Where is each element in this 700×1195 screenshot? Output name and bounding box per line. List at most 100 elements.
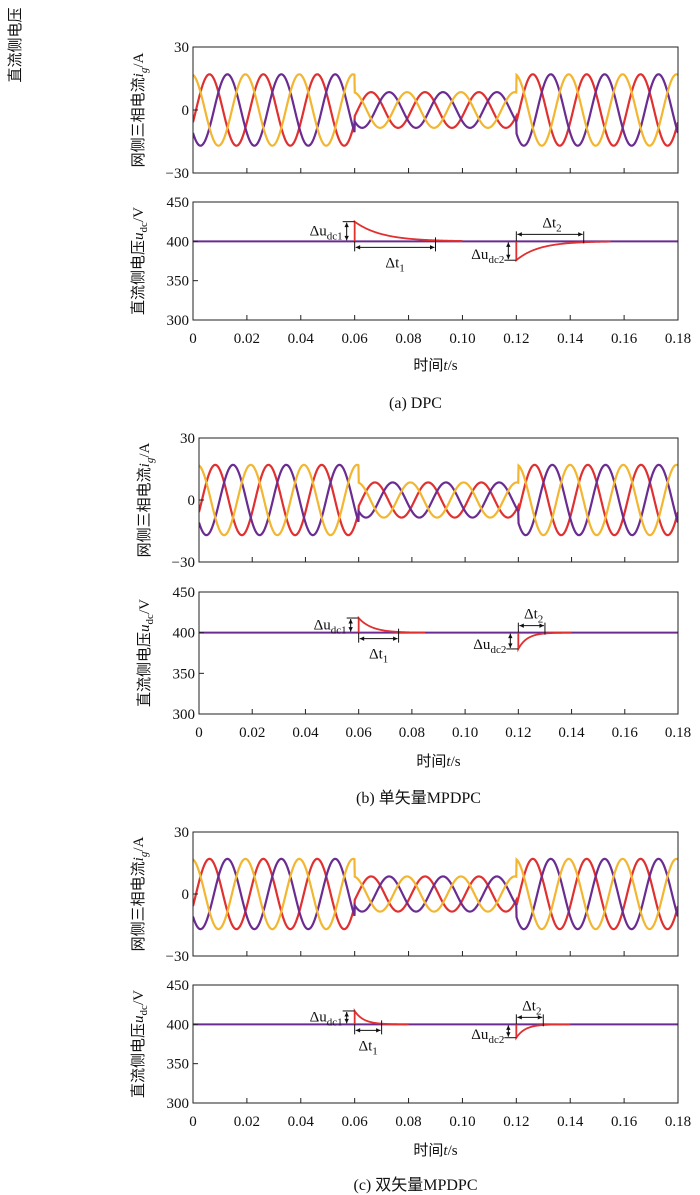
phase-line-3	[193, 857, 678, 931]
du1-arrow-head	[344, 1018, 349, 1024]
xtick-label: 0.04	[292, 725, 319, 741]
dt1-label: Δt1	[369, 647, 388, 666]
voltage-plot: 450 400 350 300 直流侧电压udc/V	[130, 978, 679, 1112]
du2-arrow-head	[508, 643, 513, 648]
dt1-arrow-head	[393, 636, 398, 641]
dt2-label: Δt2	[542, 215, 561, 234]
voltage-ytick-label: 350	[167, 1057, 190, 1073]
du1-arrow-head	[344, 1011, 349, 1017]
voltage-axes-frame	[192, 984, 679, 1104]
xtick-label: 0.04	[288, 1114, 315, 1130]
current-axes-frame	[192, 46, 679, 174]
xtick-label: 0.14	[557, 331, 584, 347]
dt2-arrow-head	[578, 232, 583, 237]
xtick-label: 0	[189, 331, 197, 347]
voltage-ytick-label: 350	[173, 666, 196, 682]
voltage-ylabel: 直流侧电压udc/V	[130, 990, 150, 1098]
caption: (c) 双矢量MPDPC	[353, 1176, 477, 1194]
phase-line-2	[193, 73, 678, 147]
dt1-arrow-head	[376, 1028, 381, 1033]
dt1-arrow-head	[429, 245, 435, 250]
dt2-arrow-head	[537, 1015, 543, 1020]
dt2-label: Δt2	[522, 998, 541, 1017]
caption: (b) 单矢量MPDPC	[356, 789, 481, 807]
udc-transient-2	[515, 240, 611, 263]
xtick-label: 0.16	[611, 1114, 638, 1130]
udc-transient-2	[515, 1023, 571, 1041]
xtick-label: 0.16	[612, 725, 639, 741]
phase-line-2	[199, 463, 678, 537]
phase-line-2	[193, 857, 678, 931]
current-ylabel: 网侧三相电流ig/A	[136, 442, 156, 557]
xtick-label: 0	[195, 725, 203, 741]
current-axes-frame	[192, 831, 679, 957]
current-ytick-label: −30	[172, 555, 195, 571]
dt1-arrow-head	[355, 245, 361, 250]
du1-arrow-head	[348, 619, 353, 624]
xtick-label: 0.18	[665, 725, 691, 741]
xtick-label: 0.10	[452, 725, 478, 741]
du2-arrow-head	[506, 1025, 511, 1030]
phase-line-1	[193, 73, 678, 147]
voltage-ytick-label: 300	[167, 313, 190, 329]
current-series	[199, 463, 678, 537]
xtick-label: 0.02	[234, 331, 260, 347]
dt1-label: Δt1	[385, 255, 404, 274]
phase-line-3	[199, 463, 678, 537]
current-ylabel: 网侧三相电流ig/A	[130, 52, 150, 167]
voltage-ylabel: 直流侧电压udc/V	[130, 207, 150, 315]
voltage-ylabel: 直流侧电压udc/V	[136, 599, 156, 707]
xtick-label: 0.06	[342, 331, 369, 347]
annotations: Δudc1 Δt1 Δudc2 Δt2	[314, 607, 546, 666]
current-ytick-label: 0	[188, 493, 196, 509]
dt2-arrow-head	[539, 623, 544, 628]
du2-arrow-head	[506, 254, 511, 260]
current-ytick-label: −30	[166, 166, 189, 182]
phase-line-1	[199, 463, 678, 537]
du1-label: Δudc1	[314, 617, 347, 636]
side-label: 直流侧电压	[7, 7, 24, 82]
xtick-label: 0.12	[505, 725, 531, 741]
voltage-axes-frame	[192, 201, 679, 321]
xtick-label: 0.10	[449, 1114, 475, 1130]
du2-label: Δudc2	[473, 637, 506, 656]
dt2-arrow-head	[517, 1015, 522, 1020]
current-plot: 30 0 −30 网侧三相电流ig/A	[130, 825, 679, 965]
current-plot: 30 0 −30 网侧三相电流ig/A	[130, 40, 679, 182]
voltage-ytick-label: 400	[167, 1017, 190, 1033]
dt1-arrow-head	[355, 1028, 361, 1033]
xtick-label: 0.12	[503, 331, 529, 347]
xtick-label: 0.14	[558, 725, 585, 741]
du2-label: Δudc2	[471, 1027, 504, 1046]
current-ytick-label: 0	[182, 887, 190, 903]
xtick-label: 0.16	[611, 331, 638, 347]
xtick-label: 0.10	[449, 331, 475, 347]
caption: (a) DPC	[389, 395, 442, 412]
current-series	[193, 72, 678, 147]
xtick-label: 0.02	[234, 1114, 260, 1130]
voltage-ytick-label: 350	[167, 274, 190, 290]
xtick-label: 0.08	[395, 1114, 421, 1130]
current-ytick-label: −30	[166, 949, 189, 965]
udc-transient-1	[357, 615, 426, 634]
xtick-label: 0.04	[288, 331, 315, 347]
du2-arrow-head	[506, 1032, 511, 1037]
dt1-arrow-head	[359, 636, 365, 641]
xtick-label: 0.08	[395, 331, 421, 347]
dt1-label: Δt1	[358, 1038, 377, 1057]
dt2-arrow-head	[519, 623, 524, 628]
xtick-label: 0.08	[399, 725, 425, 741]
current-plot: 30 0 −30 网侧三相电流ig/A	[136, 431, 679, 571]
du1-arrow-head	[348, 627, 353, 632]
xlabel: 时间t/s	[413, 1142, 457, 1159]
annotations: Δudc1 Δt1 Δudc2 Δt2	[310, 998, 544, 1057]
voltage-plot: 450 400 350 300 直流侧电压udc/V	[136, 585, 679, 723]
current-ytick-label: 30	[180, 431, 195, 447]
du1-label: Δudc1	[310, 1010, 343, 1029]
du1-label: Δudc1	[310, 224, 343, 243]
voltage-ytick-label: 450	[167, 195, 190, 211]
current-axes-frame	[198, 437, 679, 563]
